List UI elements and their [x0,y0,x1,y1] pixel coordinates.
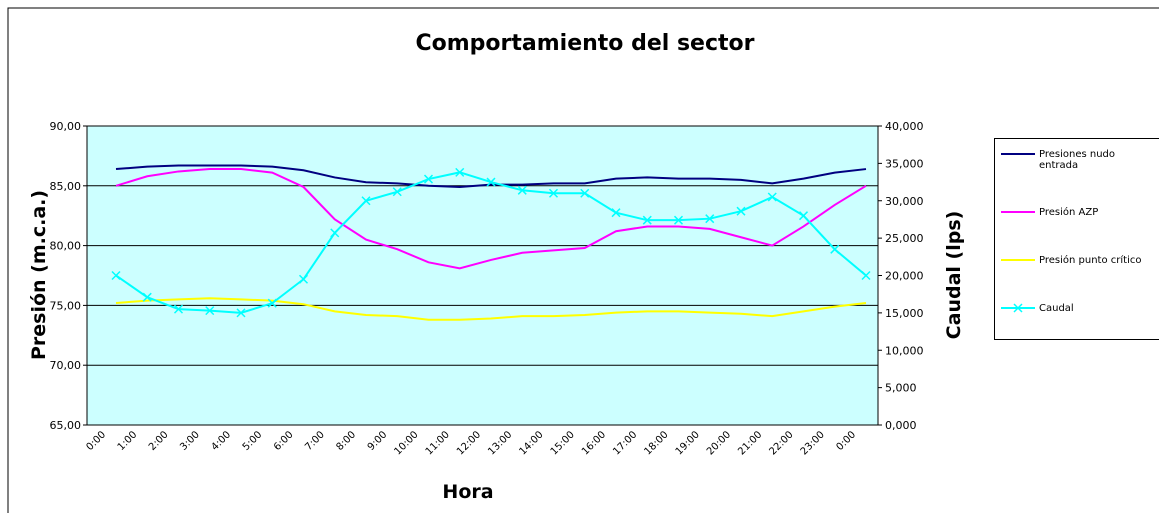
marker [298,274,309,284]
marker [455,167,465,177]
y-tick-label: 70,00 [50,359,82,372]
y-tick-label: 75,00 [50,299,82,312]
legend-label: Caudal [1039,303,1074,314]
marker [580,188,590,198]
series-line [115,164,867,188]
y-axis-title: Presión (m.c.a.) [28,190,50,360]
marker [392,187,402,197]
series-line [115,168,867,270]
marker [642,215,652,225]
y2-tick-label: 40,000 [885,120,924,133]
legend-item: Presión AZP [1001,207,1149,218]
series-line [115,297,867,321]
marker [330,228,340,238]
marker [267,298,277,308]
legend-swatch [1001,303,1035,313]
y2-tick-label: 25,000 [885,232,924,245]
marker [111,270,121,281]
y2-tick-label: 5,000 [885,382,917,395]
legend-item: Presiones nudo entrada [1001,149,1149,171]
marker [736,206,746,216]
legend-swatch [1001,211,1035,213]
marker [517,185,527,195]
y2-tick-label: 30,000 [885,195,924,208]
marker [361,196,371,206]
legend-swatch [1001,153,1035,155]
y2-tick-label: 10,000 [885,344,924,357]
marker [830,244,840,254]
legend-swatch [1001,259,1035,261]
marker [236,308,246,318]
chart-title: Comportamiento del sector [415,31,754,56]
marker [673,215,684,225]
legend-item: Presión punto crítico [1001,255,1149,266]
marker [486,177,496,187]
y-tick-label: 90,00 [50,120,82,133]
legend-item: Caudal [1001,303,1149,314]
legend-label: Presión AZP [1039,207,1099,218]
legend-label: Presiones nudo entrada [1039,149,1116,171]
marker [423,174,434,184]
marker [767,192,777,202]
legend-label: Presión punto crítico [1039,255,1142,266]
marker [205,306,215,316]
legend: Presiones nudo entrada Presión AZP Presión… [994,138,1159,340]
y2-tick-label: 0,000 [885,419,917,432]
plot-area [86,125,879,426]
x-axis-title: Hora [442,481,493,503]
marker [173,304,184,314]
marker [705,214,715,224]
y2-tick-label: 35,000 [885,157,924,170]
marker [142,292,152,302]
legend-marker [1013,303,1023,313]
y-tick-label: 65,00 [50,419,82,432]
marker [798,211,809,221]
y2-axis-title: Caudal (lps) [943,211,965,340]
marker [611,208,621,218]
y-tick-label: 80,00 [50,240,82,253]
y2-tick-label: 20,000 [885,270,924,283]
marker [861,270,871,281]
y2-tick-label: 15,000 [885,307,924,320]
y-tick-label: 85,00 [50,180,82,193]
marker [548,188,559,198]
